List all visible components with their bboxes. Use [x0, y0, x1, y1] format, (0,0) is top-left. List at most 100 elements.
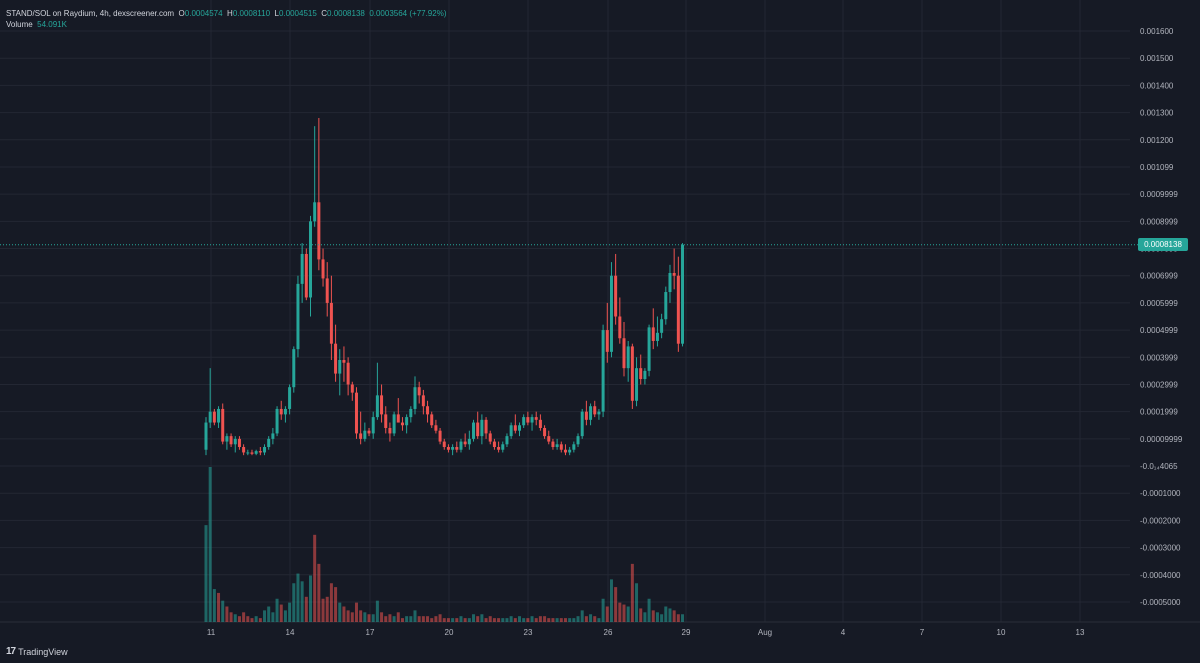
y-tick-label: -0.0004000: [1140, 571, 1181, 580]
candle-body: [396, 414, 400, 423]
y-tick-label: 0.0005999: [1140, 299, 1178, 308]
candle-body: [212, 411, 216, 423]
candle-body: [400, 422, 404, 426]
candle-body: [367, 430, 371, 434]
volume-bar: [530, 616, 534, 622]
candle-body: [459, 441, 463, 450]
volume-bar: [421, 616, 425, 622]
x-tick-label: Aug: [758, 628, 772, 637]
volume-bar: [217, 592, 221, 622]
y-tick-label: 0.0001999: [1140, 408, 1178, 417]
volume-bar: [555, 618, 559, 622]
volume-bar: [484, 618, 488, 622]
y-tick-label: 0.001400: [1140, 81, 1174, 90]
candle-body: [547, 436, 551, 442]
volume-bar: [338, 602, 342, 622]
candle-body: [660, 319, 664, 333]
volume-bar: [430, 618, 434, 622]
candle-body: [392, 414, 396, 434]
candle-body: [258, 451, 262, 453]
candle-body: [601, 330, 605, 412]
candle-body: [254, 451, 258, 454]
candle-body: [267, 438, 271, 448]
candle-body: [559, 444, 563, 450]
x-tick-label: 7: [920, 628, 925, 637]
volume-bar: [442, 618, 446, 622]
candle-body: [313, 202, 317, 222]
volume-bar: [622, 604, 626, 622]
volume-bar: [534, 618, 538, 622]
tradingview-logo[interactable]: 17 TradingView: [6, 646, 68, 657]
volume-bar: [580, 610, 584, 622]
candle-body: [597, 411, 601, 415]
candle-body: [325, 278, 329, 303]
candle-body: [317, 202, 321, 260]
candle-body: [526, 417, 530, 423]
volume-bar: [572, 618, 576, 622]
candle-body: [488, 433, 492, 442]
volume-bar: [246, 616, 250, 622]
x-tick-label: 29: [682, 628, 691, 637]
change-value: 0.0003564 (+77.92%): [369, 9, 447, 18]
volume-bar: [334, 587, 338, 622]
candle-body: [329, 302, 333, 344]
candle-body: [576, 436, 580, 445]
volume-bar: [250, 618, 254, 622]
low-value: 0.0004515: [278, 9, 317, 18]
volume-bar: [463, 618, 467, 622]
volume-bar: [225, 606, 229, 622]
y-tick-label: 0.0008999: [1140, 217, 1178, 226]
candle-body: [375, 395, 379, 418]
candle-body: [618, 316, 622, 339]
volume-bar: [518, 616, 521, 622]
volume-bar: [405, 616, 409, 622]
volume-bar: [288, 602, 292, 622]
x-tick-label: 23: [524, 628, 533, 637]
volume-bar: [660, 614, 664, 622]
volume-bar: [426, 616, 430, 622]
y-tick-label: 0.001300: [1140, 109, 1174, 118]
candle-body: [413, 387, 417, 409]
candle-body: [639, 368, 643, 380]
volume-bar: [229, 612, 233, 622]
volume-bar: [279, 604, 283, 622]
volume-bar: [538, 616, 542, 622]
volume-bar: [363, 612, 367, 622]
tradingview-logo-icon: 17: [6, 646, 16, 657]
candle-body: [242, 447, 246, 453]
volume-bar: [451, 618, 455, 622]
x-tick-label: 11: [207, 628, 216, 637]
candle-body: [501, 444, 505, 450]
volume-bar: [417, 616, 421, 622]
y-tick-label: -0.0₁₄4065: [1140, 462, 1178, 471]
volume-bar: [601, 598, 605, 622]
candle-body: [476, 422, 480, 437]
volume-bar: [434, 616, 438, 622]
candle-body: [622, 338, 626, 369]
y-tick-label: 0.0006999: [1140, 272, 1178, 281]
candle-body: [555, 444, 559, 448]
volume-bar: [296, 573, 300, 622]
candle-body: [359, 433, 363, 439]
x-tick-label: 13: [1076, 628, 1085, 637]
volume-bar: [267, 606, 271, 622]
volume-bar: [605, 606, 609, 622]
candle-body: [651, 327, 655, 341]
candle-body: [505, 436, 509, 445]
volume-bar: [329, 583, 333, 622]
candle-body: [635, 368, 639, 401]
volume-bar: [547, 618, 551, 622]
candle-body: [668, 272, 672, 293]
candle-body: [664, 292, 668, 320]
volume-bar: [342, 606, 346, 622]
y-tick-label: 0.0004999: [1140, 326, 1178, 335]
volume-bar: [676, 614, 680, 622]
candle-body: [681, 244, 685, 344]
candle-body: [229, 436, 233, 445]
x-tick-label: 4: [841, 628, 846, 637]
candle-body: [246, 452, 250, 454]
volume-bar: [501, 618, 505, 622]
volume-bar: [242, 612, 246, 622]
open-value: 0.0004574: [184, 9, 223, 18]
